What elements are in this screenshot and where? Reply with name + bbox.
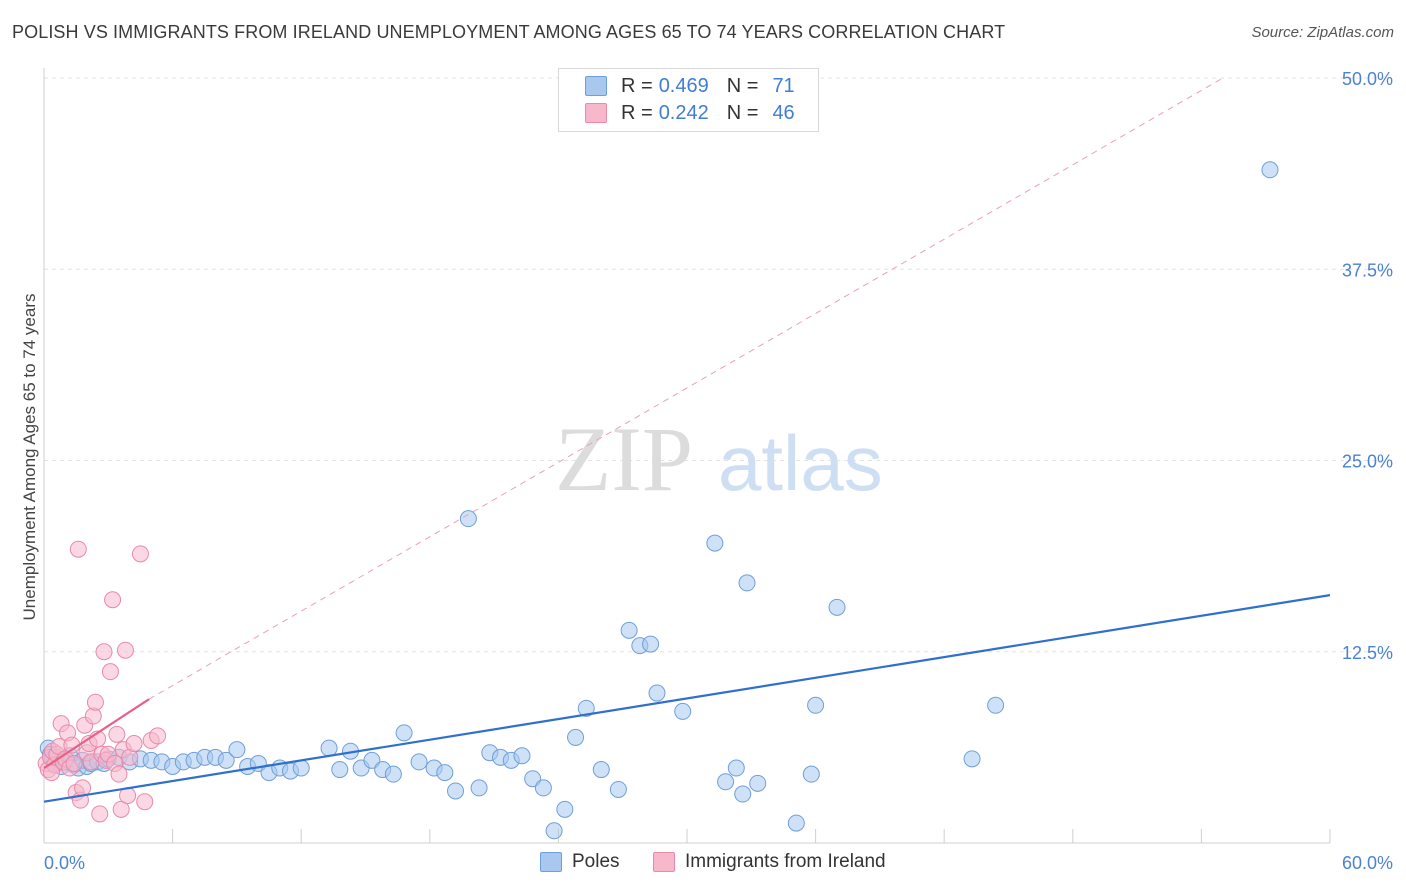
legend-swatch-poles bbox=[585, 76, 607, 96]
trend-line-ireland bbox=[43, 698, 150, 769]
point-poles bbox=[987, 696, 1005, 714]
series-legend-swatch-poles bbox=[540, 852, 562, 872]
series-ireland bbox=[37, 540, 167, 823]
correlation-legend: R = 0.469 N = 71 R = 0.242 N = 46 bbox=[558, 68, 819, 132]
trend-line-ireland-extension bbox=[148, 77, 1224, 700]
legend-n-label: N = bbox=[726, 74, 759, 97]
series-legend-label-poles: Poles bbox=[572, 851, 620, 872]
point-ireland bbox=[136, 793, 154, 811]
point-ireland bbox=[104, 591, 122, 609]
point-poles bbox=[727, 759, 745, 777]
legend-n-value-ireland: 46 bbox=[772, 101, 795, 124]
watermark-zip: ZIP bbox=[555, 408, 693, 510]
point-ireland bbox=[131, 545, 149, 563]
point-poles bbox=[534, 779, 552, 797]
point-poles bbox=[217, 751, 235, 769]
point-poles bbox=[706, 534, 724, 552]
point-poles bbox=[470, 779, 488, 797]
point-poles bbox=[749, 774, 767, 792]
point-ireland bbox=[69, 540, 87, 558]
source-label: Source: ZipAtlas.com bbox=[1251, 24, 1394, 41]
point-poles bbox=[738, 574, 756, 592]
point-poles bbox=[545, 822, 563, 840]
watermark: ZIP atlas bbox=[555, 408, 883, 510]
point-ireland bbox=[149, 727, 167, 745]
point-poles bbox=[802, 765, 820, 783]
point-poles bbox=[513, 747, 531, 765]
x-tick-label-min: 0.0% bbox=[44, 853, 85, 873]
y-tick-label: 50.0% bbox=[1342, 69, 1393, 89]
legend-n-value-poles: 71 bbox=[772, 74, 795, 97]
legend-row-ireland: R = 0.242 N = 46 bbox=[585, 101, 795, 125]
point-poles bbox=[734, 785, 752, 803]
point-ireland bbox=[125, 735, 143, 753]
point-poles bbox=[577, 699, 595, 717]
y-tick-label: 25.0% bbox=[1342, 452, 1393, 472]
chart-title: POLISH VS IMMIGRANTS FROM IRELAND UNEMPL… bbox=[12, 22, 1006, 42]
trend-lines bbox=[43, 77, 1331, 803]
point-poles bbox=[787, 814, 805, 832]
point-ireland bbox=[95, 643, 113, 661]
legend-n-label: N = bbox=[726, 101, 759, 124]
watermark-atlas: atlas bbox=[718, 419, 883, 507]
y-tick-label: 12.5% bbox=[1342, 643, 1393, 663]
point-ireland bbox=[86, 693, 104, 711]
series-legend-swatch-ireland bbox=[653, 852, 675, 872]
point-poles bbox=[436, 764, 454, 782]
legend-swatch-ireland bbox=[585, 103, 607, 123]
series-legend-label-ireland: Immigrants from Ireland bbox=[685, 851, 886, 872]
point-ireland bbox=[108, 725, 126, 743]
x-tick-label-max: 60.0% bbox=[1342, 853, 1393, 873]
point-poles bbox=[828, 598, 846, 616]
point-poles bbox=[963, 750, 981, 768]
point-ireland bbox=[91, 805, 109, 823]
point-poles bbox=[228, 741, 246, 759]
legend-r-label: R = bbox=[621, 74, 653, 97]
point-ireland bbox=[110, 765, 128, 783]
series-legend: Poles Immigrants from Ireland bbox=[0, 851, 1406, 877]
point-poles bbox=[459, 510, 477, 528]
point-poles bbox=[395, 724, 413, 742]
point-ireland bbox=[43, 764, 61, 782]
legend-row-poles: R = 0.469 N = 71 bbox=[585, 74, 795, 98]
point-ireland bbox=[65, 754, 83, 772]
point-poles bbox=[292, 759, 310, 777]
point-ireland bbox=[116, 641, 134, 659]
series-legend-ireland: Immigrants from Ireland bbox=[653, 851, 886, 873]
point-poles bbox=[331, 761, 349, 779]
point-poles bbox=[447, 782, 465, 800]
point-poles bbox=[642, 635, 660, 653]
point-poles bbox=[807, 696, 825, 714]
point-poles bbox=[384, 765, 402, 783]
point-poles bbox=[648, 684, 666, 702]
trend-line-poles bbox=[43, 594, 1331, 803]
point-ireland bbox=[112, 800, 130, 818]
legend-r-value-ireland: 0.242 bbox=[658, 101, 709, 124]
series-poles bbox=[39, 161, 1279, 840]
point-poles bbox=[592, 761, 610, 779]
point-poles bbox=[320, 739, 338, 757]
legend-r-label: R = bbox=[621, 101, 653, 124]
point-poles bbox=[1261, 161, 1279, 179]
point-poles bbox=[556, 800, 574, 818]
series-legend-poles: Poles bbox=[540, 851, 620, 873]
point-ireland bbox=[101, 663, 119, 681]
tick-labels: 12.5% 25.0% 37.5% 50.0% 0.0% 60.0% bbox=[44, 69, 1393, 873]
y-tick-label: 37.5% bbox=[1342, 260, 1393, 280]
point-poles bbox=[717, 773, 735, 791]
point-poles bbox=[567, 728, 585, 746]
point-poles bbox=[410, 753, 428, 771]
point-poles bbox=[674, 702, 692, 720]
point-poles bbox=[609, 780, 627, 798]
y-axis-label: Unemployment Among Ages 65 to 74 years bbox=[20, 294, 39, 621]
legend-r-value-poles: 0.469 bbox=[658, 74, 709, 97]
point-poles bbox=[620, 621, 638, 639]
gridlines bbox=[44, 77, 1392, 653]
